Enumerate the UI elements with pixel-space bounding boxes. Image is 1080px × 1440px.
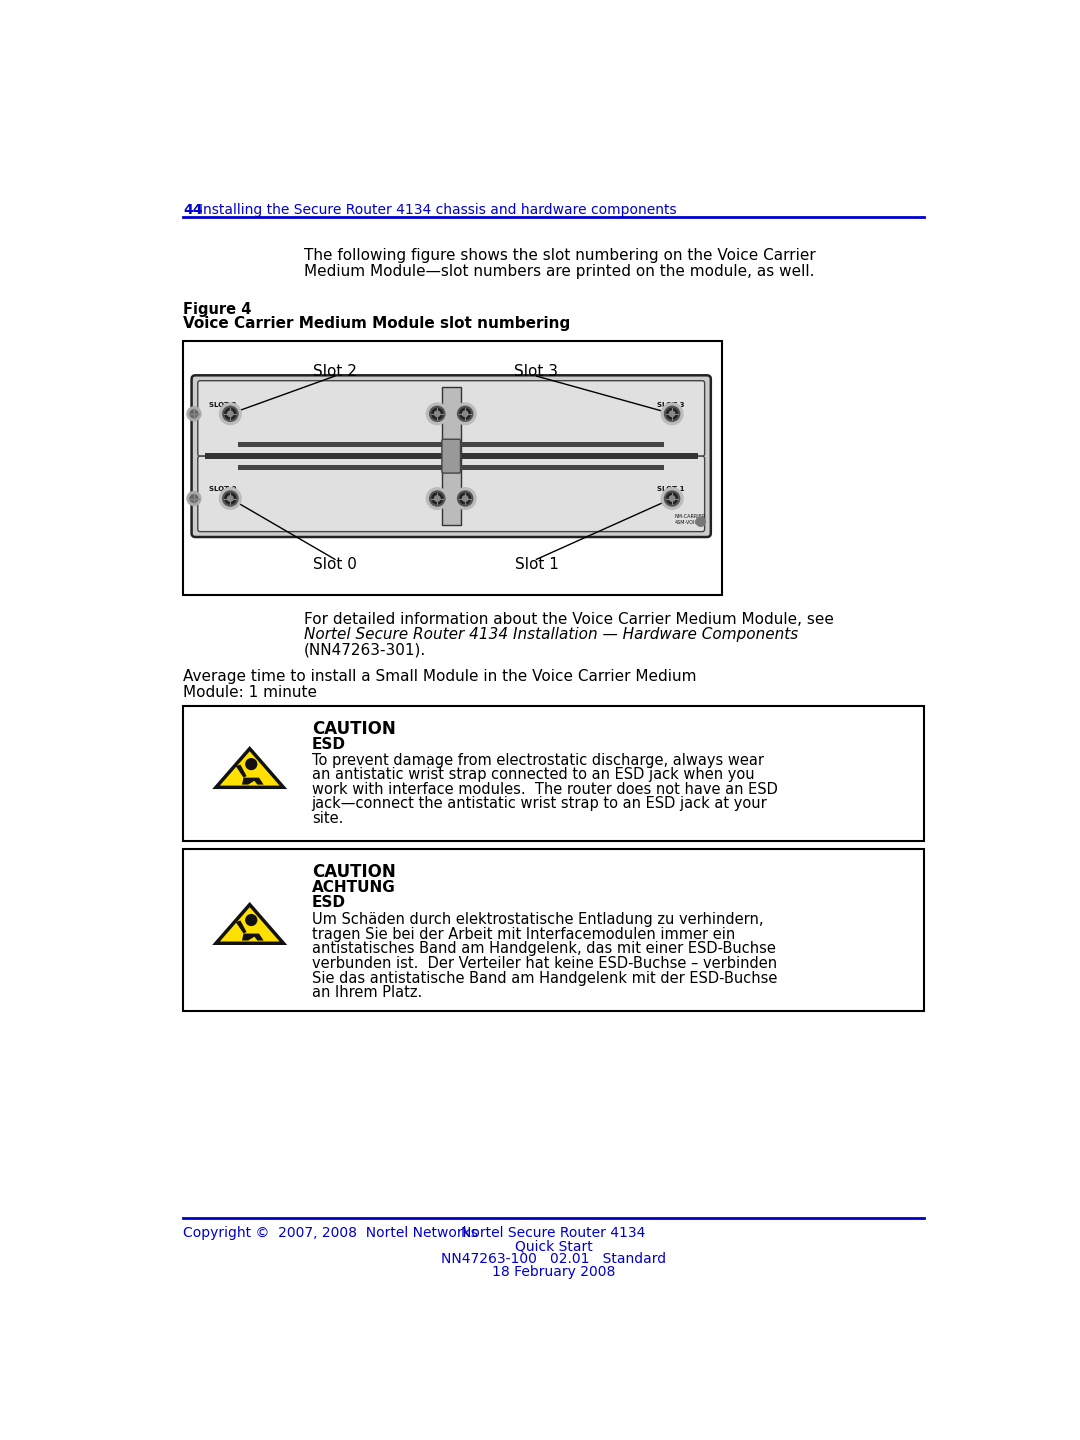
Text: Sie das antistatische Band am Handgelenk mit der ESD-Buchse: Sie das antistatische Band am Handgelenk… bbox=[312, 971, 778, 985]
Text: To prevent damage from electrostatic discharge, always wear: To prevent damage from electrostatic dis… bbox=[312, 753, 764, 768]
Text: SLOT 1: SLOT 1 bbox=[657, 487, 684, 492]
Circle shape bbox=[432, 409, 443, 419]
Text: SLOT 3: SLOT 3 bbox=[657, 402, 684, 408]
Polygon shape bbox=[242, 778, 264, 785]
Circle shape bbox=[458, 406, 473, 422]
Circle shape bbox=[427, 403, 448, 425]
Text: ESD: ESD bbox=[312, 737, 346, 752]
Circle shape bbox=[225, 409, 235, 419]
Circle shape bbox=[190, 495, 198, 503]
Circle shape bbox=[219, 488, 241, 510]
Circle shape bbox=[219, 403, 241, 425]
Text: Slot 1: Slot 1 bbox=[514, 557, 558, 572]
Circle shape bbox=[455, 488, 476, 510]
Text: 18 February 2008: 18 February 2008 bbox=[491, 1266, 616, 1279]
Text: ESD: ESD bbox=[312, 896, 346, 910]
Text: 44: 44 bbox=[183, 203, 203, 217]
Circle shape bbox=[460, 492, 471, 504]
Text: Figure 4: Figure 4 bbox=[183, 302, 252, 317]
Circle shape bbox=[670, 495, 675, 501]
Bar bbox=[183, 341, 723, 595]
Circle shape bbox=[458, 491, 473, 505]
Bar bbox=[183, 848, 924, 1011]
FancyBboxPatch shape bbox=[442, 439, 460, 474]
Text: Quick Start: Quick Start bbox=[515, 1240, 592, 1253]
Circle shape bbox=[190, 410, 198, 418]
Circle shape bbox=[661, 403, 683, 425]
Circle shape bbox=[430, 406, 445, 422]
Text: CAUTION: CAUTION bbox=[312, 863, 395, 881]
Text: The following figure shows the slot numbering on the Voice Carrier: The following figure shows the slot numb… bbox=[303, 248, 815, 264]
Text: jack—connect the antistatic wrist strap to an ESD jack at your: jack—connect the antistatic wrist strap … bbox=[312, 796, 768, 812]
Text: work with interface modules.  The router does not have an ESD: work with interface modules. The router … bbox=[312, 782, 778, 796]
Text: an antistatic wrist strap connected to an ESD jack when you: an antistatic wrist strap connected to a… bbox=[312, 768, 754, 782]
Text: Average time to install a Small Module in the Voice Carrier Medium: Average time to install a Small Module i… bbox=[183, 670, 697, 684]
Text: Medium Module—slot numbers are printed on the module, as well.: Medium Module—slot numbers are printed o… bbox=[303, 264, 814, 279]
Text: tragen Sie bei der Arbeit mit Interfacemodulen immer ein: tragen Sie bei der Arbeit mit Interfacem… bbox=[312, 926, 735, 942]
Circle shape bbox=[462, 410, 468, 416]
Text: Nortel Secure Router 4134: Nortel Secure Router 4134 bbox=[461, 1225, 646, 1240]
Text: Module: 1 minute: Module: 1 minute bbox=[183, 685, 318, 700]
Circle shape bbox=[432, 492, 443, 504]
Text: verbunden ist.  Der Verteiler hat keine ESD-Buchse – verbinden: verbunden ist. Der Verteiler hat keine E… bbox=[312, 956, 777, 971]
Circle shape bbox=[430, 491, 445, 505]
Circle shape bbox=[661, 488, 683, 510]
Circle shape bbox=[187, 491, 201, 505]
Text: SLOT 2: SLOT 2 bbox=[210, 402, 237, 408]
Circle shape bbox=[187, 408, 201, 420]
Text: NM-CARRIER
4SM-VOICE: NM-CARRIER 4SM-VOICE bbox=[674, 514, 705, 524]
Text: antistatisches Band am Handgelenk, das mit einer ESD-Buchse: antistatisches Band am Handgelenk, das m… bbox=[312, 942, 775, 956]
Text: an Ihrem Platz.: an Ihrem Platz. bbox=[312, 985, 422, 1001]
Circle shape bbox=[246, 914, 257, 926]
Circle shape bbox=[225, 492, 235, 504]
Text: ACHTUNG: ACHTUNG bbox=[312, 880, 395, 894]
Text: SLOT 0: SLOT 0 bbox=[210, 487, 237, 492]
Text: (NN47263-301).: (NN47263-301). bbox=[303, 642, 427, 658]
Text: site.: site. bbox=[312, 811, 343, 827]
Text: Slot 0: Slot 0 bbox=[313, 557, 356, 572]
Polygon shape bbox=[216, 904, 283, 943]
Circle shape bbox=[666, 409, 677, 419]
Polygon shape bbox=[216, 749, 283, 788]
Bar bbox=[442, 387, 460, 526]
Circle shape bbox=[460, 409, 471, 419]
Circle shape bbox=[697, 517, 705, 526]
Bar bbox=[238, 465, 664, 469]
Circle shape bbox=[427, 488, 448, 510]
Circle shape bbox=[222, 406, 238, 422]
Circle shape bbox=[222, 491, 238, 505]
Circle shape bbox=[670, 410, 675, 416]
Circle shape bbox=[462, 495, 468, 501]
Polygon shape bbox=[235, 765, 246, 778]
Polygon shape bbox=[242, 933, 264, 940]
Text: Slot 3: Slot 3 bbox=[514, 364, 558, 379]
Bar bbox=[238, 442, 664, 446]
Circle shape bbox=[434, 410, 440, 416]
Circle shape bbox=[228, 410, 233, 416]
FancyBboxPatch shape bbox=[198, 380, 704, 456]
FancyBboxPatch shape bbox=[191, 376, 711, 537]
Text: Slot 2: Slot 2 bbox=[313, 364, 356, 379]
Text: NN47263-100   02.01   Standard: NN47263-100 02.01 Standard bbox=[441, 1253, 666, 1266]
Text: Installing the Secure Router 4134 chassis and hardware components: Installing the Secure Router 4134 chassi… bbox=[200, 203, 677, 217]
Bar bbox=[183, 707, 924, 841]
Circle shape bbox=[664, 491, 679, 505]
Circle shape bbox=[455, 403, 476, 425]
Circle shape bbox=[434, 495, 440, 501]
Text: For detailed information about the Voice Carrier Medium Module, see: For detailed information about the Voice… bbox=[303, 612, 834, 626]
Text: Voice Carrier Medium Module slot numbering: Voice Carrier Medium Module slot numberi… bbox=[183, 315, 570, 331]
Circle shape bbox=[666, 492, 677, 504]
Text: Um Schäden durch elektrostatische Entladung zu verhindern,: Um Schäden durch elektrostatische Entlad… bbox=[312, 912, 764, 927]
FancyBboxPatch shape bbox=[198, 456, 704, 531]
Text: CAUTION: CAUTION bbox=[312, 720, 395, 739]
Polygon shape bbox=[235, 920, 246, 933]
Text: Nortel Secure Router 4134 Installation — Hardware Components: Nortel Secure Router 4134 Installation —… bbox=[303, 626, 798, 642]
Circle shape bbox=[246, 759, 257, 769]
Circle shape bbox=[228, 495, 233, 501]
Text: Copyright ©  2007, 2008  Nortel Networks: Copyright © 2007, 2008 Nortel Networks bbox=[183, 1225, 478, 1240]
Circle shape bbox=[664, 406, 679, 422]
Bar bbox=[205, 454, 698, 459]
